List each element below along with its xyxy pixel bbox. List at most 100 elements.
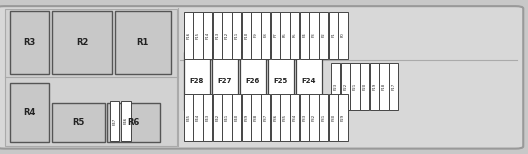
Text: F39: F39 (244, 114, 248, 121)
Bar (261, 94, 270, 141)
Bar (222, 12, 232, 59)
Text: R2: R2 (76, 38, 88, 47)
Text: F30: F30 (331, 114, 335, 121)
Text: F20: F20 (363, 83, 366, 90)
Text: F19: F19 (372, 83, 376, 90)
Text: F12: F12 (225, 31, 229, 39)
Bar (115, 11, 171, 74)
Bar (341, 63, 350, 110)
Bar (184, 12, 193, 59)
Text: F14: F14 (206, 31, 210, 39)
Bar (242, 94, 251, 141)
Text: F9: F9 (254, 33, 258, 37)
Text: F40: F40 (234, 114, 239, 121)
Bar (300, 12, 309, 59)
Text: F21: F21 (353, 83, 357, 90)
Bar (213, 94, 222, 141)
Bar (370, 63, 379, 110)
Text: R4: R4 (23, 108, 35, 117)
Bar (110, 101, 119, 141)
Text: F32: F32 (312, 114, 316, 121)
Bar (107, 103, 160, 142)
Bar (280, 12, 289, 59)
Bar (203, 94, 212, 141)
Bar (351, 63, 360, 110)
Bar (290, 94, 299, 141)
Text: F22: F22 (343, 83, 347, 90)
Text: F17: F17 (392, 83, 395, 90)
Bar (268, 52, 294, 110)
Bar (52, 103, 105, 142)
Text: F4: F4 (303, 33, 306, 37)
Bar (251, 12, 261, 59)
Text: F25: F25 (274, 78, 288, 84)
Text: F23: F23 (334, 83, 338, 90)
Text: F43: F43 (206, 114, 210, 121)
Text: F2: F2 (322, 33, 326, 37)
Bar (379, 63, 389, 110)
Bar (184, 52, 210, 110)
Text: F46: F46 (124, 117, 128, 124)
Bar (271, 94, 280, 141)
Text: F35: F35 (283, 114, 287, 121)
Bar (213, 12, 222, 59)
Bar (319, 94, 328, 141)
Text: F18: F18 (382, 83, 386, 90)
Text: F36: F36 (274, 114, 277, 121)
Text: F33: F33 (303, 114, 306, 121)
Bar (242, 12, 251, 59)
Bar (338, 94, 347, 141)
Text: F44: F44 (196, 114, 200, 121)
Text: F37: F37 (263, 114, 268, 121)
Text: F11: F11 (234, 31, 239, 39)
Bar (222, 94, 232, 141)
Bar (331, 63, 340, 110)
Text: F1: F1 (331, 33, 335, 37)
Text: F45: F45 (186, 114, 191, 121)
Bar (280, 94, 289, 141)
Bar (232, 94, 241, 141)
Bar (5, 9, 177, 146)
Bar (212, 52, 238, 110)
Text: F15: F15 (196, 31, 200, 39)
Bar (184, 94, 193, 141)
Bar (328, 12, 338, 59)
Text: F16: F16 (186, 31, 191, 39)
Text: F34: F34 (293, 114, 297, 121)
Text: R1: R1 (137, 38, 149, 47)
Bar (296, 52, 322, 110)
Bar (309, 12, 318, 59)
Bar (300, 94, 309, 141)
Text: F6: F6 (283, 33, 287, 37)
Bar (338, 12, 347, 59)
Text: F41: F41 (225, 114, 229, 121)
Bar (10, 83, 49, 142)
Bar (240, 52, 266, 110)
Text: F10: F10 (244, 31, 248, 39)
Text: F7: F7 (274, 33, 277, 37)
Bar (193, 12, 203, 59)
Text: F24: F24 (301, 78, 316, 84)
Text: F26: F26 (246, 78, 260, 84)
Bar (319, 12, 328, 59)
Text: F0: F0 (341, 33, 345, 37)
Text: F27: F27 (218, 78, 232, 84)
Bar (290, 12, 299, 59)
Text: R5: R5 (72, 118, 84, 127)
Text: F47: F47 (112, 117, 117, 125)
Text: F38: F38 (254, 114, 258, 121)
Bar (261, 12, 270, 59)
FancyBboxPatch shape (0, 6, 523, 149)
Text: F3: F3 (312, 33, 316, 37)
Bar (203, 12, 212, 59)
Bar (121, 101, 131, 141)
Text: F29: F29 (341, 114, 345, 121)
Bar (360, 63, 369, 110)
Text: R6: R6 (127, 118, 140, 127)
Text: F13: F13 (215, 31, 219, 39)
Text: F31: F31 (322, 114, 326, 121)
Bar (10, 11, 49, 74)
Text: F8: F8 (263, 33, 268, 37)
Bar (232, 12, 241, 59)
Text: F5: F5 (293, 33, 297, 37)
